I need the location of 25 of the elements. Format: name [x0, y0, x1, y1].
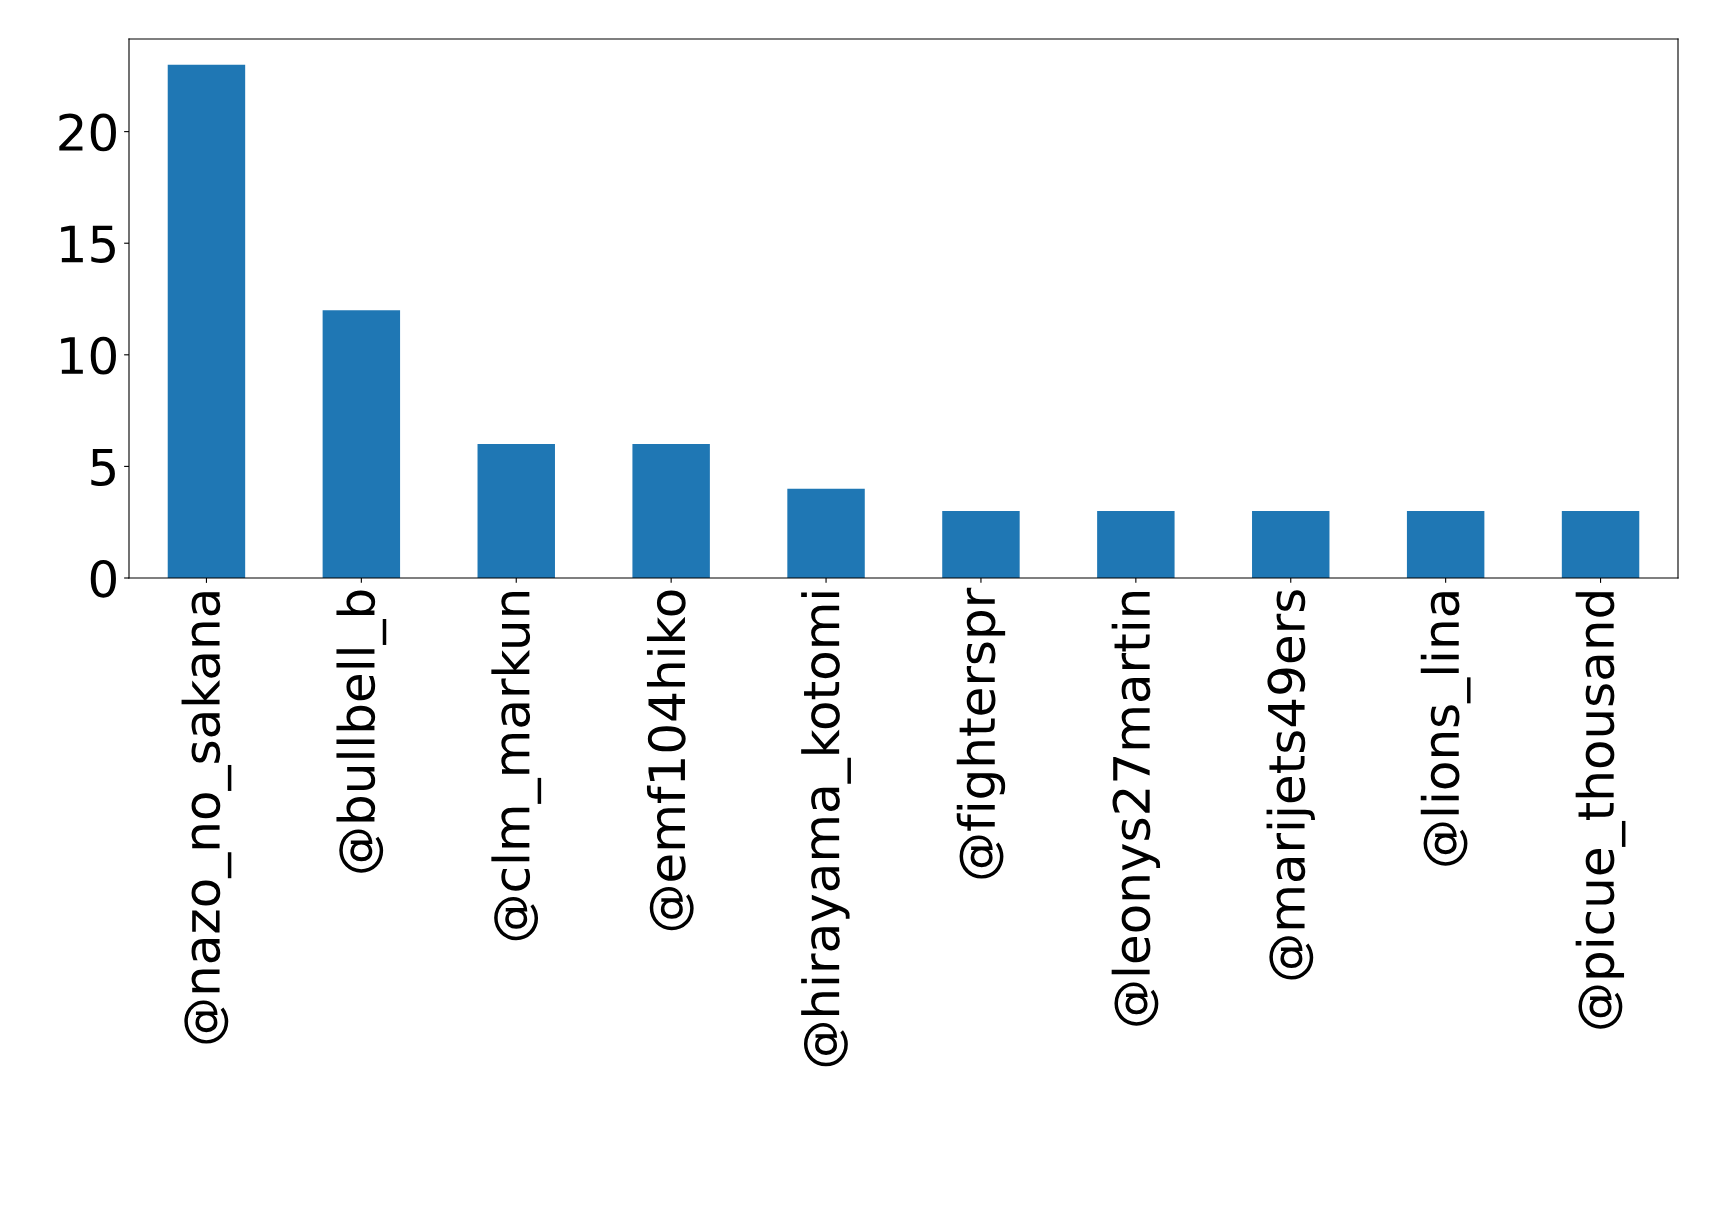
bar	[942, 511, 1020, 578]
x-tick-label: @hirayama_kotomi	[801, 592, 851, 1067]
bar	[1097, 511, 1175, 578]
x-tick-label: @clm_markun	[491, 591, 542, 941]
y-tick-label: 20	[59, 113, 116, 152]
y-tick-label: 10	[61, 336, 116, 375]
bar	[322, 310, 401, 578]
x-tick-label: @lions_lina	[1420, 592, 1471, 866]
bar	[167, 64, 246, 578]
x-tick-label: @leonys27martin	[1111, 591, 1161, 1026]
x-tick-label: @marijets49ers	[1266, 590, 1315, 980]
x-tick-label: @fighterspr	[956, 587, 1006, 879]
bar	[632, 444, 710, 578]
bar	[1561, 511, 1640, 578]
bar	[1406, 511, 1485, 578]
x-tick-label: @bullbell_b	[336, 590, 387, 873]
bar	[787, 488, 865, 578]
bar	[477, 444, 555, 578]
y-tick-label: 15	[61, 225, 115, 263]
bar	[1252, 511, 1330, 578]
y-tick-label: 5	[91, 448, 115, 487]
x-tick-label: @picue_thousand	[1575, 592, 1626, 1029]
x-tick-label: @nazo_no_sakana	[181, 592, 232, 1044]
x-tick-label: @emf104hiko	[646, 590, 694, 931]
y-tick-label: 0	[90, 559, 116, 598]
